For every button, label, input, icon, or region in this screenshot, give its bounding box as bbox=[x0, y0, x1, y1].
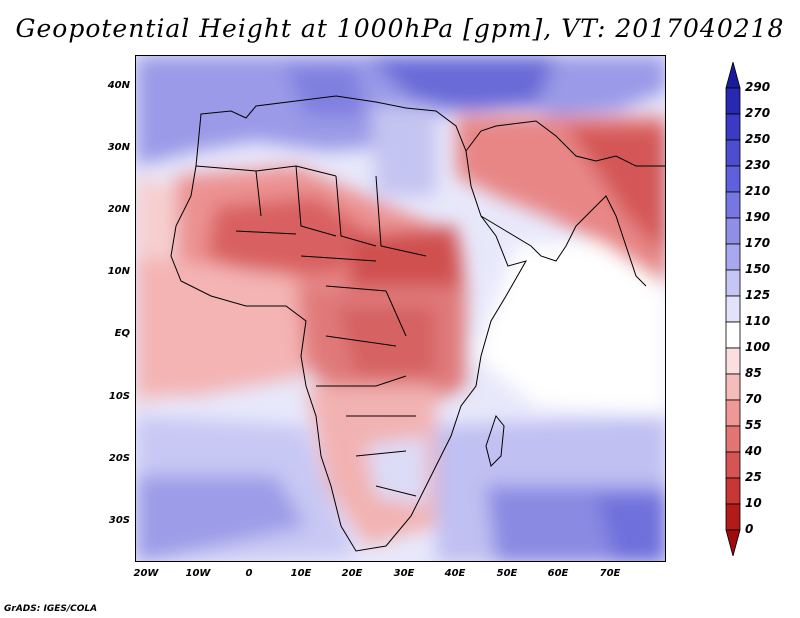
colorbar-swatch bbox=[725, 87, 741, 115]
colorbar-label: 290 bbox=[745, 80, 771, 94]
lon-label-20e: 20E bbox=[341, 568, 363, 579]
colorbar-label: 55 bbox=[745, 418, 762, 432]
colorbar bbox=[725, 60, 741, 560]
colorbar-swatch bbox=[725, 191, 741, 219]
colorbar-swatch bbox=[725, 399, 741, 427]
colorbar-swatch bbox=[725, 477, 741, 505]
colorbar-label: 0 bbox=[745, 522, 754, 536]
colorbar-swatch bbox=[725, 165, 741, 193]
lat-label-30s: 30S bbox=[108, 515, 130, 526]
lon-label-60e: 60E bbox=[547, 568, 569, 579]
colorbar-label: 210 bbox=[745, 184, 771, 198]
colorbar-swatch bbox=[725, 295, 741, 323]
colorbar-label: 230 bbox=[745, 158, 771, 172]
lon-label-10e: 10E bbox=[290, 568, 312, 579]
coastline-outline bbox=[170, 95, 665, 552]
colorbar-label: 25 bbox=[745, 470, 762, 484]
colorbar-label: 100 bbox=[745, 340, 771, 354]
lat-label-10n: 10N bbox=[107, 266, 130, 277]
lat-label-10s: 10S bbox=[108, 391, 130, 402]
colorbar-swatch bbox=[725, 269, 741, 297]
colorbar-swatch bbox=[725, 321, 741, 349]
colorbar-swatch bbox=[725, 60, 741, 89]
colorbar-swatch bbox=[725, 347, 741, 375]
colorbar-label: 150 bbox=[745, 262, 771, 276]
lon-label-40e: 40E bbox=[444, 568, 466, 579]
colorbar-label: 10 bbox=[745, 496, 762, 510]
lat-label-20s: 20S bbox=[108, 453, 130, 464]
lon-label-30e: 30E bbox=[393, 568, 415, 579]
colorbar-label: 85 bbox=[745, 366, 762, 380]
colorbar-label: 170 bbox=[745, 236, 771, 250]
colorbar-swatch bbox=[725, 451, 741, 479]
lat-label-40n: 40N bbox=[107, 80, 130, 91]
colorbar-graphic bbox=[725, 60, 741, 558]
colorbar-swatch bbox=[725, 217, 741, 245]
lat-label-20n: 20N bbox=[107, 204, 130, 215]
footer-credit: GrADS: IGES/COLA bbox=[4, 604, 98, 614]
geopotential-field-map bbox=[136, 56, 665, 561]
lon-label-50e: 50E bbox=[496, 568, 518, 579]
colorbar-label: 190 bbox=[745, 210, 771, 224]
lat-label-eq: EQ bbox=[114, 328, 130, 339]
lon-label-20w: 20W bbox=[133, 568, 159, 579]
colorbar-label: 70 bbox=[745, 392, 762, 406]
colorbar-swatch bbox=[725, 425, 741, 453]
colorbar-swatch bbox=[725, 139, 741, 167]
colorbar-label: 250 bbox=[745, 132, 771, 146]
lon-label-10w: 10W bbox=[185, 568, 211, 579]
colorbar-swatch bbox=[725, 373, 741, 401]
colorbar-label: 110 bbox=[745, 314, 771, 328]
lon-label-0: 0 bbox=[245, 568, 253, 579]
colorbar-label: 40 bbox=[745, 444, 762, 458]
field-shading bbox=[136, 56, 665, 561]
chart-title: Geopotential Height at 1000hPa [gpm], VT… bbox=[15, 14, 785, 43]
colorbar-label: 125 bbox=[745, 288, 771, 302]
colorbar-swatch bbox=[725, 529, 741, 558]
colorbar-swatch bbox=[725, 243, 741, 271]
colorbar-swatch bbox=[725, 113, 741, 141]
lon-label-70e: 70E bbox=[599, 568, 621, 579]
map-plot-area bbox=[135, 55, 666, 562]
colorbar-swatch bbox=[725, 503, 741, 531]
lat-label-30n: 30N bbox=[107, 142, 130, 153]
colorbar-label: 270 bbox=[745, 106, 771, 120]
